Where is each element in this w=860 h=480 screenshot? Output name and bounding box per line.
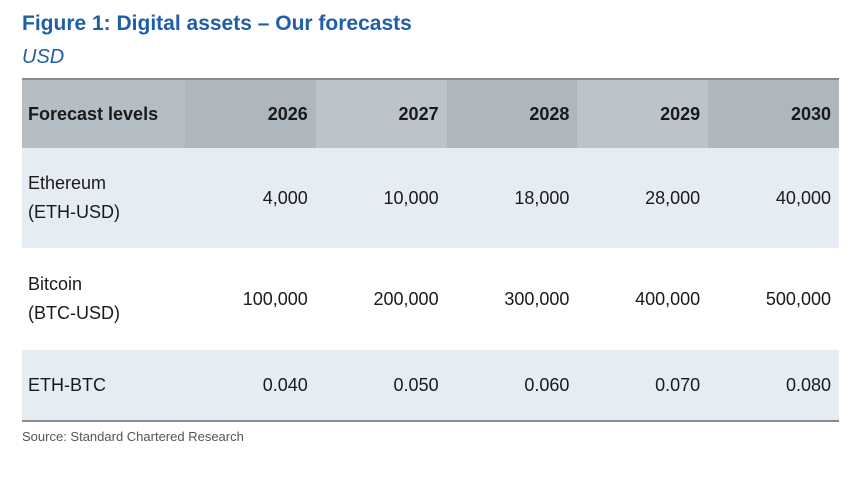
- table-cell: 500,000: [765, 288, 831, 309]
- table-cell: 0.080: [785, 374, 831, 395]
- source-note: Source: Standard Chartered Research: [22, 429, 244, 444]
- table-cell: 300,000: [504, 288, 570, 309]
- table-cell: 28,000: [645, 187, 701, 208]
- table-cell: 0.050: [393, 374, 439, 395]
- table-cell: 0.070: [655, 374, 701, 395]
- header-year-2028: 2028: [446, 80, 578, 148]
- table-cell: 0.060: [524, 374, 570, 395]
- header-year-2027: 2027: [315, 80, 447, 148]
- header-label: Forecast levels: [22, 80, 185, 148]
- table-row-eth-btc: ETH-BTC 0.040 0.050 0.060 0.070 0.080: [22, 350, 839, 420]
- table-cell: 200,000: [373, 288, 439, 309]
- table-row-bitcoin: Bitcoin (BTC-USD) 100,000 200,000 300,00…: [22, 248, 839, 350]
- header-year-2029: 2029: [577, 80, 709, 148]
- row-label: Ethereum (ETH-USD): [22, 148, 185, 248]
- table-cell: 10,000: [383, 187, 439, 208]
- header-year-2030: 2030: [708, 80, 839, 148]
- table-cell: 4,000: [262, 187, 308, 208]
- table-header-row: Forecast levels 2026 2027 2028 2029 2030: [22, 80, 839, 148]
- row-label-ticker: (ETH-USD): [28, 202, 120, 222]
- row-label: Bitcoin (BTC-USD): [22, 248, 185, 350]
- row-label-name: Bitcoin: [28, 274, 83, 294]
- table-row-ethereum: Ethereum (ETH-USD) 4,000 10,000 18,000 2…: [22, 148, 839, 248]
- table-cell: 18,000: [514, 187, 570, 208]
- forecast-table: Forecast levels 2026 2027 2028 2029 2030…: [22, 78, 839, 422]
- header-year-2026: 2026: [185, 80, 316, 148]
- figure-subtitle: USD: [22, 46, 65, 68]
- figure-title: Figure 1: Digital assets – Our forecasts: [22, 12, 412, 35]
- row-label-name: Ethereum: [28, 173, 107, 193]
- row-label-ticker: (BTC-USD): [28, 303, 120, 323]
- table-cell: 100,000: [242, 288, 308, 309]
- table-cell: 0.040: [262, 374, 308, 395]
- table-cell: 400,000: [635, 288, 701, 309]
- table-cell: 40,000: [775, 187, 831, 208]
- row-label: ETH-BTC: [28, 374, 106, 395]
